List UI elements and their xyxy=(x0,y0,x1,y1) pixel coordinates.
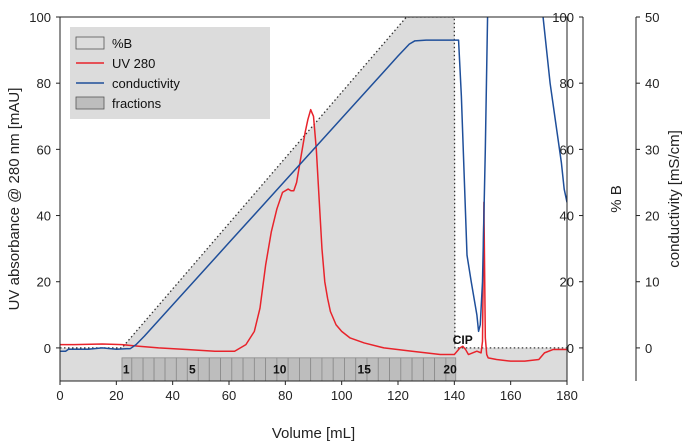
fraction-bar-27 xyxy=(411,357,424,381)
y-left-tick-label-60: 60 xyxy=(37,142,51,157)
legend-label-conductivity: conductivity xyxy=(112,76,180,91)
legend: %B UV 280 conductivity fractions xyxy=(70,27,270,119)
fraction-bar-10 xyxy=(220,357,233,381)
fraction-bar-6 xyxy=(175,357,188,381)
y-conductivity-tick-label-10: 10 xyxy=(645,275,659,290)
uv-280-line xyxy=(60,108,567,362)
fraction-bar-8 xyxy=(197,357,210,381)
y-left-tick-label-40: 40 xyxy=(37,209,51,224)
fraction-bar-3 xyxy=(142,357,155,381)
fraction-label-10: 10 xyxy=(273,362,287,376)
legend-swatch-percent-b xyxy=(75,36,105,50)
fraction-bar-12 xyxy=(242,357,255,381)
x-axis-title: Volume [mL] xyxy=(272,425,355,442)
x-tick-label-80: 80 xyxy=(278,388,292,403)
fraction-bar-19 xyxy=(321,357,334,381)
y-conductivity-axis-title: conductivity [mS/cm] xyxy=(666,130,683,268)
fraction-bar-20 xyxy=(332,357,345,381)
fraction-bar-11 xyxy=(231,357,244,381)
x-tick-label-40: 40 xyxy=(165,388,179,403)
fraction-bar-21 xyxy=(344,357,357,381)
y-conductivity-tick-label-40: 40 xyxy=(645,76,659,91)
y-left-axis-title: UV absorbance @ 280 nm [mAU] xyxy=(6,88,23,311)
y-percent-b-tick-label-60: 60 xyxy=(560,142,574,157)
plot-frame xyxy=(59,16,568,382)
y-conductivity-tick-label-20: 20 xyxy=(645,209,659,224)
fraction-bar-24 xyxy=(377,357,390,381)
x-tick-label-60: 60 xyxy=(222,388,236,403)
y-left-tick-label-0: 0 xyxy=(44,341,51,356)
x-tick-label-20: 20 xyxy=(109,388,123,403)
x-tick-label-0: 0 xyxy=(56,388,63,403)
legend-label-uv280: UV 280 xyxy=(112,56,155,71)
fraction-bar-18 xyxy=(310,357,323,381)
x-tick-label-160: 160 xyxy=(500,388,522,403)
fraction-bar-16 xyxy=(287,357,300,381)
fraction-bar-2 xyxy=(131,357,144,381)
y-left-tick-label-100: 100 xyxy=(29,10,51,25)
fraction-label-5: 5 xyxy=(189,362,196,376)
x-tick-label-180: 180 xyxy=(556,388,578,403)
y-left-tick-label-80: 80 xyxy=(37,76,51,91)
x-tick-label-100: 100 xyxy=(331,388,353,403)
fraction-label-20: 20 xyxy=(443,362,457,376)
y-percent-b-tick-label-80: 80 xyxy=(560,76,574,91)
y-percent-b-tick-label-40: 40 xyxy=(560,209,574,224)
fraction-bar-13 xyxy=(253,357,267,381)
fraction-bar-4 xyxy=(153,357,166,381)
conductivity-line xyxy=(60,17,567,352)
y-conductivity-tick-label-0: 0 xyxy=(645,341,652,356)
fraction-bar-17 xyxy=(299,357,312,381)
y-percent-b-tick-label-20: 20 xyxy=(560,275,574,290)
legend-swatch-fractions xyxy=(75,96,105,110)
y-conductivity-tick-label-50: 50 xyxy=(645,10,659,25)
y-percent-b-tick-label-0: 0 xyxy=(567,341,574,356)
y-percent-b-axis-title: % B xyxy=(608,185,625,213)
fraction-bar-5 xyxy=(164,357,177,381)
x-tick-label-120: 120 xyxy=(387,388,409,403)
x-tick-label-140: 140 xyxy=(443,388,465,403)
fraction-bar-25 xyxy=(389,357,402,381)
fraction-label-1: 1 xyxy=(123,362,130,376)
legend-label-percent-b: %B xyxy=(112,36,132,51)
annotation-cip: CIP xyxy=(453,333,473,347)
y-conductivity-tick-label-30: 30 xyxy=(645,142,659,157)
fraction-bar-26 xyxy=(400,357,413,381)
fraction-label-15: 15 xyxy=(358,362,372,376)
y-percent-b-tick-label-100: 100 xyxy=(552,10,574,25)
y-left-tick-label-20: 20 xyxy=(37,275,51,290)
legend-label-fractions: fractions xyxy=(112,96,162,111)
fraction-bar-28 xyxy=(422,357,436,381)
fraction-bar-9 xyxy=(208,357,221,381)
